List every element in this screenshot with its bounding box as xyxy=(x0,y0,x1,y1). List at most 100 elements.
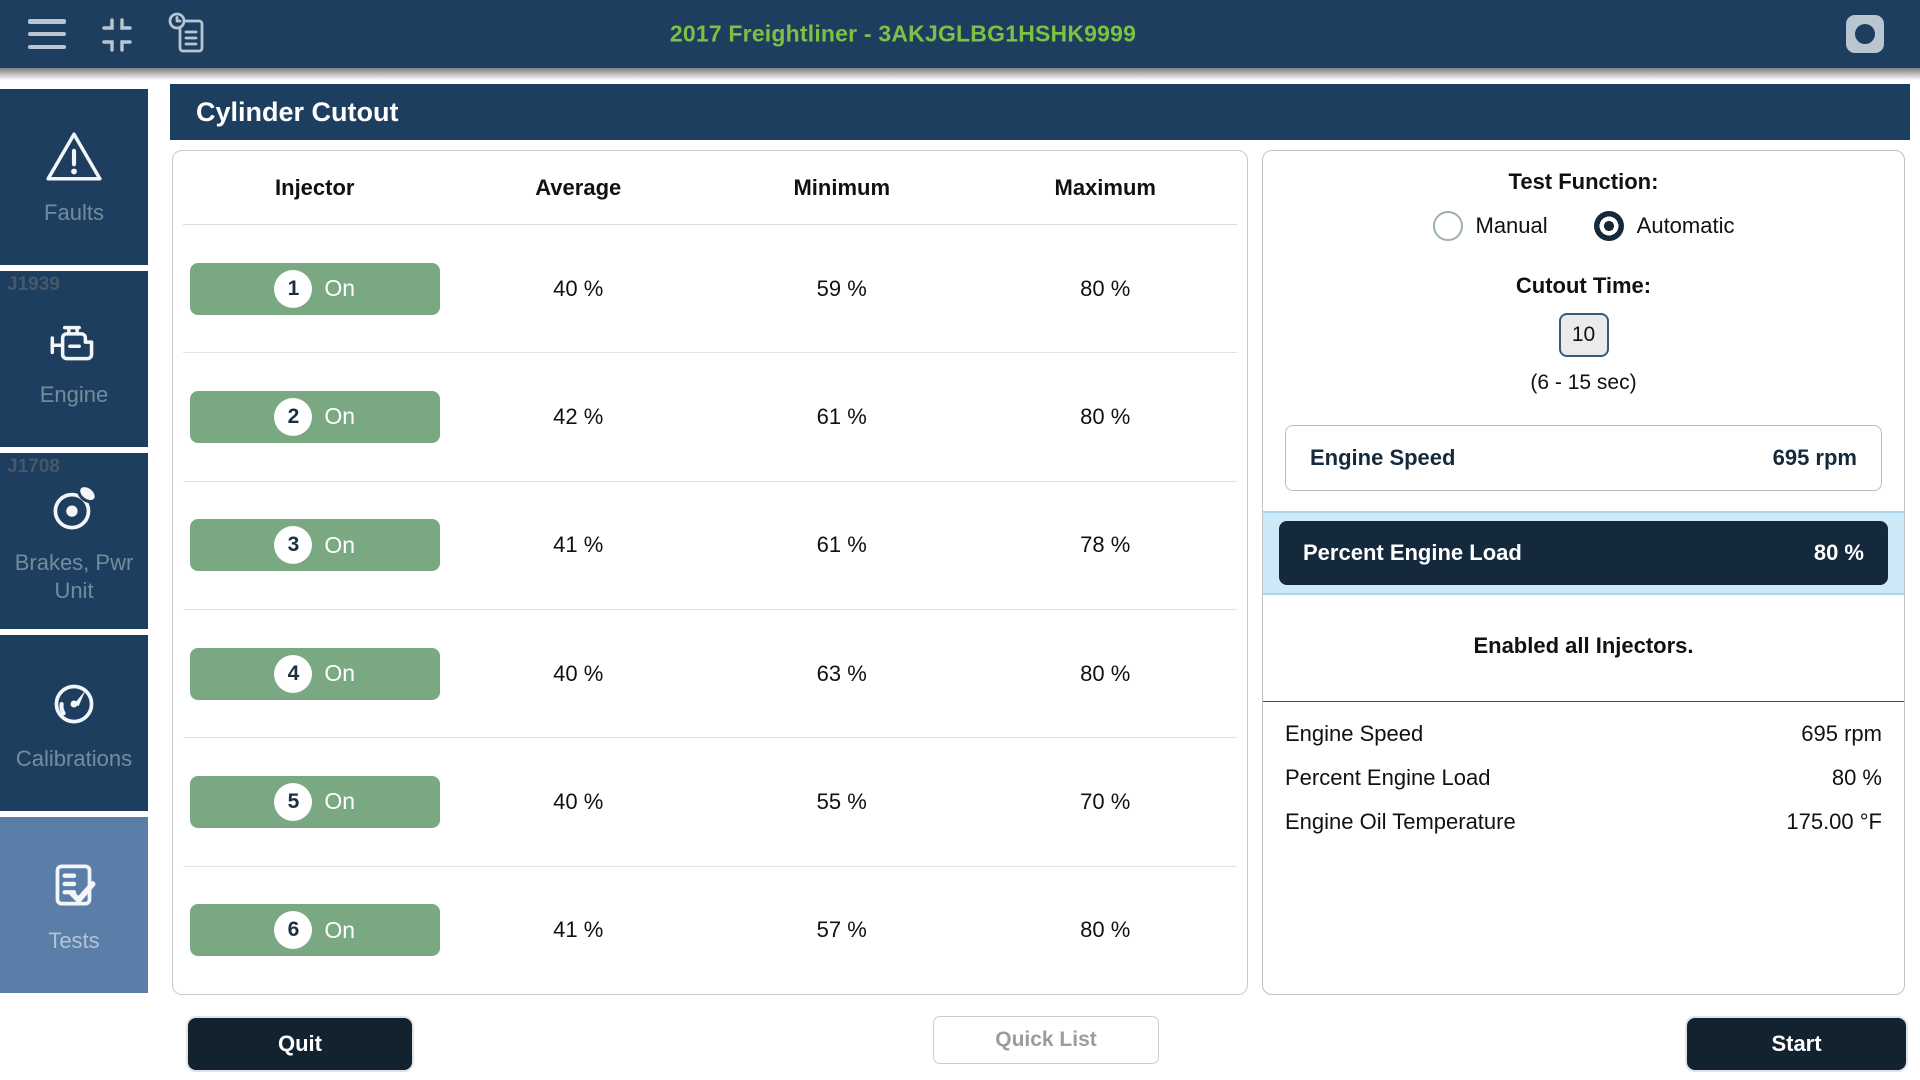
maximum-value: 80 % xyxy=(1080,660,1131,686)
minimum-value: 63 % xyxy=(816,660,867,686)
injector-3-toggle-button[interactable]: 3 On xyxy=(189,519,440,572)
maximum-value: 80 % xyxy=(1080,917,1131,943)
table-row: 2 On 42 % 61 % 80 % xyxy=(183,353,1237,482)
injector-number-badge: 1 xyxy=(274,269,313,308)
maximum-value: 70 % xyxy=(1080,788,1131,814)
sidebar-item-tests[interactable]: Tests xyxy=(0,817,148,993)
table-row: 4 On 40 % 63 % 80 % xyxy=(183,610,1237,739)
injector-2-toggle-button[interactable]: 2 On xyxy=(189,390,440,443)
warning-triangle-icon xyxy=(43,128,105,186)
injector-1-toggle-button[interactable]: 1 On xyxy=(189,262,440,315)
engine-speed-label: Engine Speed xyxy=(1310,445,1456,470)
sidebar-item-label: Engine xyxy=(39,381,109,407)
cutout-time-range-hint: (6 - 15 sec) xyxy=(1530,371,1637,394)
maximum-value: 80 % xyxy=(1080,403,1131,429)
automatic-radio-label: Automatic xyxy=(1636,213,1735,238)
injector-4-toggle-button[interactable]: 4 On xyxy=(189,647,440,700)
injector-number-badge: 4 xyxy=(274,654,313,693)
table-row: 3 On 41 % 61 % 78 % xyxy=(183,482,1237,610)
column-header-injector: Injector xyxy=(275,174,355,200)
sidebar-item-label: Tests xyxy=(48,927,100,953)
live-readouts-list: Engine Speed 695 rpm Percent Engine Load… xyxy=(1263,701,1904,844)
sidebar-item-label: Faults xyxy=(44,199,104,225)
column-header-maximum: Maximum xyxy=(1054,174,1156,200)
sidebar-item-label: Calibrations xyxy=(15,745,133,771)
manual-radio-option[interactable]: Manual xyxy=(1432,211,1548,241)
record-icon[interactable] xyxy=(1846,15,1884,53)
menu-icon[interactable] xyxy=(28,19,66,49)
injector-5-toggle-button[interactable]: 5 On xyxy=(189,775,440,828)
test-control-panel: Test Function: Manual Automatic Cutout T… xyxy=(1262,150,1905,995)
test-function-options: Manual Automatic xyxy=(1263,211,1904,241)
collapse-icon[interactable] xyxy=(98,16,136,59)
minimum-value: 59 % xyxy=(816,275,867,301)
injector-state-label: On xyxy=(324,531,356,558)
status-message: Enabled all Injectors. xyxy=(1473,633,1694,658)
table-row: 6 On 41 % 57 % 80 % xyxy=(183,867,1237,994)
sidebar-item-brakes-pwr-unit[interactable]: J1708 Brakes, Pwr Unit xyxy=(0,453,148,629)
minimum-value: 61 % xyxy=(816,532,867,558)
readout-label: Engine Speed xyxy=(1285,721,1424,746)
sidebar-item-engine[interactable]: J1939 Engine xyxy=(0,271,148,447)
protocol-badge: J1939 xyxy=(7,274,60,295)
gauge-icon xyxy=(43,674,105,732)
engine-speed-value: 695 rpm xyxy=(1772,445,1857,470)
topbar-shadow xyxy=(0,68,1920,80)
top-app-bar: 2017 Freightliner - 3AKJGLBG1HSHK9999 xyxy=(0,0,1920,68)
start-button[interactable]: Start xyxy=(1687,1018,1906,1070)
average-value: 42 % xyxy=(553,403,604,429)
cutout-time-input[interactable] xyxy=(1558,313,1609,357)
percent-engine-load-card[interactable]: Percent Engine Load 80 % xyxy=(1279,521,1888,585)
manual-radio-label: Manual xyxy=(1475,213,1548,238)
report-log-icon[interactable] xyxy=(166,12,210,63)
engine-speed-card[interactable]: Engine Speed 695 rpm xyxy=(1285,425,1882,491)
column-header-average: Average xyxy=(535,174,622,200)
injector-number-badge: 2 xyxy=(274,397,313,436)
injector-state-label: On xyxy=(324,660,356,687)
readout-value: 175.00 °F xyxy=(1786,809,1882,834)
maximum-value: 80 % xyxy=(1080,275,1131,301)
test-function-label: Test Function: xyxy=(1508,169,1659,194)
brake-disc-icon xyxy=(43,478,105,536)
percent-engine-load-value: 80 % xyxy=(1813,540,1864,565)
table-row: 5 On 40 % 55 % 70 % xyxy=(183,738,1237,867)
protocol-badge: J1708 xyxy=(7,456,60,477)
injector-number-badge: 3 xyxy=(274,526,313,565)
maximum-value: 78 % xyxy=(1080,532,1131,558)
average-value: 41 % xyxy=(553,917,604,943)
engine-icon xyxy=(43,310,105,368)
average-value: 41 % xyxy=(553,532,604,558)
injector-table: Injector Average Minimum Maximum 1 On 40… xyxy=(172,150,1248,995)
column-header-minimum: Minimum xyxy=(793,174,891,200)
injector-number-badge: 5 xyxy=(274,782,313,821)
checklist-icon xyxy=(43,856,105,914)
readout-row: Engine Speed 695 rpm xyxy=(1263,712,1904,756)
injector-state-label: On xyxy=(324,403,356,430)
readout-value: 80 % xyxy=(1831,765,1882,790)
injector-state-label: On xyxy=(324,916,356,943)
minimum-value: 55 % xyxy=(816,788,867,814)
injector-state-label: On xyxy=(324,788,356,815)
minimum-value: 57 % xyxy=(816,917,867,943)
readout-label: Percent Engine Load xyxy=(1285,765,1491,790)
injector-number-badge: 6 xyxy=(274,911,313,950)
average-value: 40 % xyxy=(553,275,604,301)
automatic-radio-button[interactable] xyxy=(1593,211,1624,241)
readout-row: Percent Engine Load 80 % xyxy=(1263,756,1904,800)
quit-button[interactable]: Quit xyxy=(188,1018,412,1070)
manual-radio-button[interactable] xyxy=(1432,211,1463,241)
table-header-row: Injector Average Minimum Maximum xyxy=(183,151,1237,225)
readout-label: Engine Oil Temperature xyxy=(1285,809,1516,834)
automatic-radio-option[interactable]: Automatic xyxy=(1593,211,1735,241)
vehicle-title: 2017 Freightliner - 3AKJGLBG1HSHK9999 xyxy=(669,20,1137,47)
minimum-value: 61 % xyxy=(816,403,867,429)
sidebar-item-faults[interactable]: Faults xyxy=(0,89,148,265)
quick-list-button[interactable]: Quick List xyxy=(933,1016,1159,1064)
readout-value: 695 rpm xyxy=(1801,721,1882,746)
average-value: 40 % xyxy=(553,788,604,814)
injector-6-toggle-button[interactable]: 6 On xyxy=(189,904,440,957)
average-value: 40 % xyxy=(553,660,604,686)
sidebar-item-calibrations[interactable]: Calibrations xyxy=(0,635,148,811)
page-title: Cylinder Cutout xyxy=(170,84,1910,140)
readout-row: Engine Oil Temperature 175.00 °F xyxy=(1263,800,1904,844)
